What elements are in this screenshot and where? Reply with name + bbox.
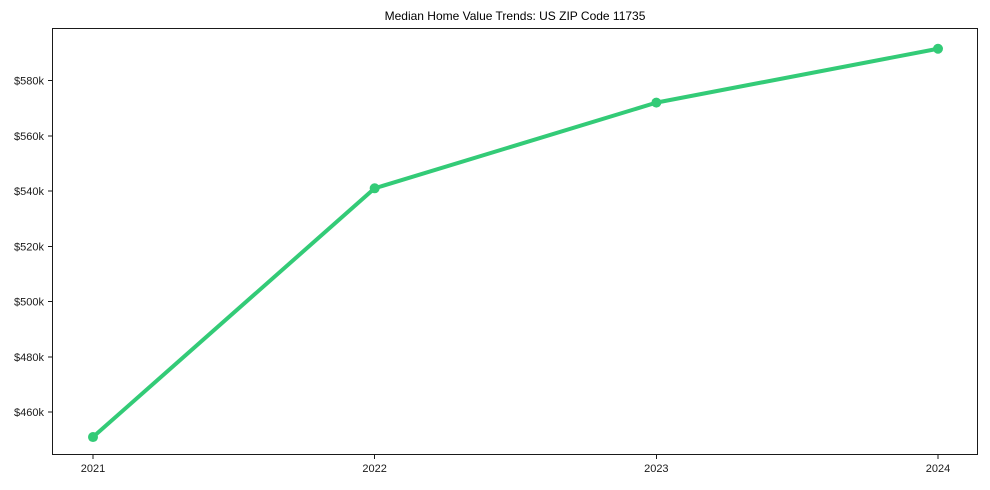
trend-line: [91, 46, 940, 440]
data-point-marker: [933, 43, 943, 54]
x-tick-label: 2023: [644, 463, 668, 475]
y-tick-label: $580k: [14, 76, 44, 88]
x-tick-label: 2022: [362, 463, 386, 475]
x-axis: 2021 2022 2023 2024: [81, 455, 950, 475]
data-point-marker: [369, 183, 380, 194]
y-tick-label: $560k: [14, 131, 44, 143]
plot-box: [52, 28, 978, 455]
data-point-marker: [651, 97, 662, 108]
y-tick-label: $520k: [14, 241, 44, 253]
y-tick-label: $460k: [14, 407, 44, 419]
y-tick-label: $500k: [14, 297, 44, 309]
chart-title: Median Home Value Trends: US ZIP Code 11…: [384, 9, 646, 23]
x-tick-label: 2024: [926, 463, 950, 475]
x-tick-label: 2021: [81, 463, 105, 475]
y-axis: $460k $480k $500k $520k $540k $560k $580k: [14, 76, 52, 419]
y-tick-label: $480k: [14, 352, 44, 364]
y-tick-label: $540k: [14, 186, 44, 198]
data-point-marker: [88, 432, 98, 443]
